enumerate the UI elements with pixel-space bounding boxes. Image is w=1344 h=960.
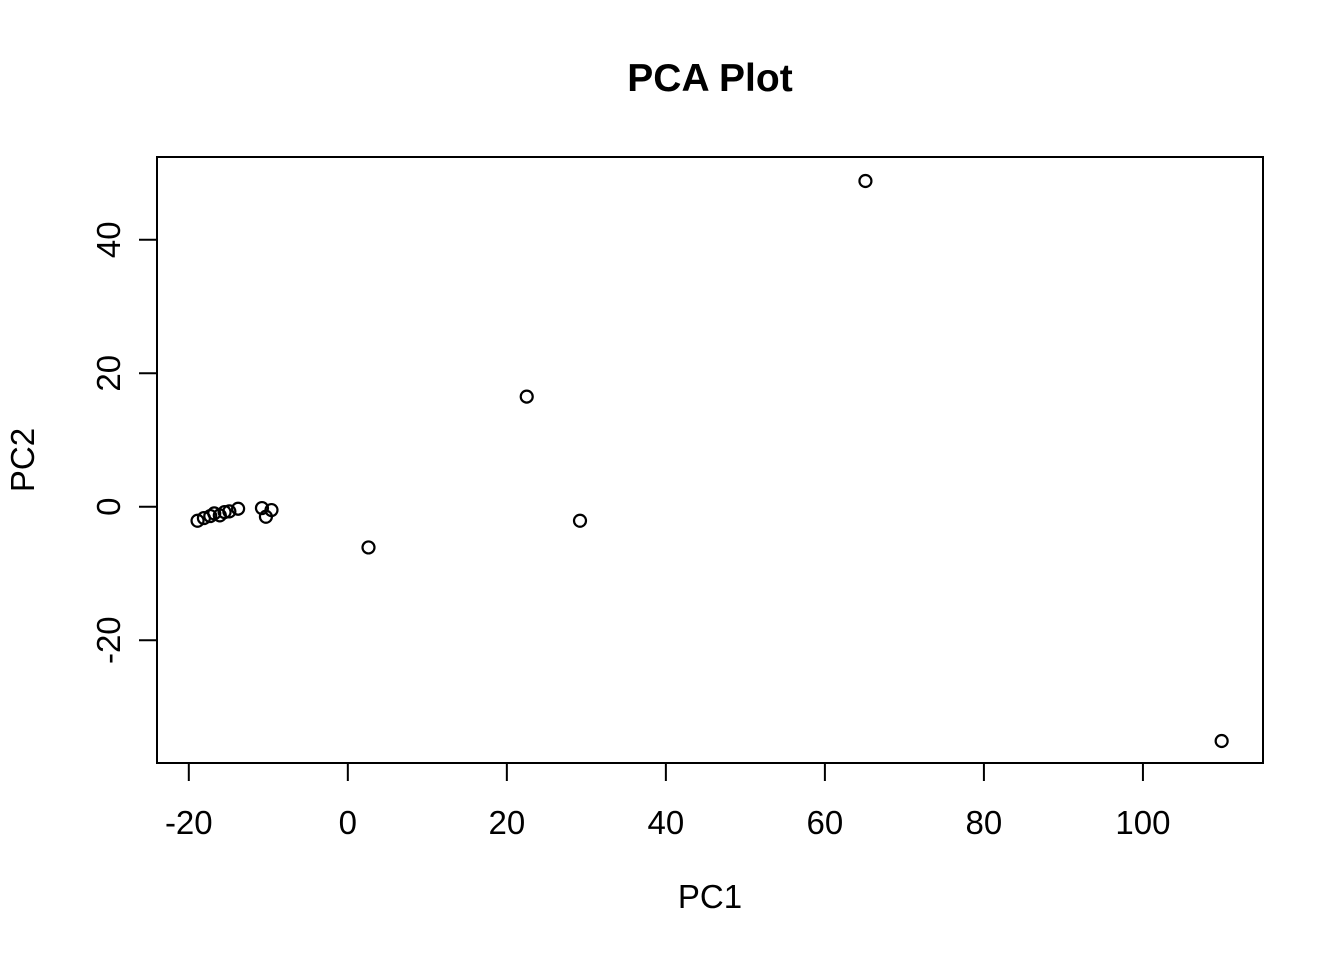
x-tick-label: 40	[648, 804, 685, 841]
y-axis-label: PC2	[4, 428, 41, 492]
data-point	[222, 504, 237, 519]
x-tick-label: 20	[488, 804, 525, 841]
y-tick-label: 20	[90, 355, 127, 392]
x-tick-label: 100	[1115, 804, 1170, 841]
data-point	[231, 501, 246, 516]
y-tick-label: -20	[90, 616, 127, 664]
y-tick-label: 0	[90, 498, 127, 516]
x-tick-label: 80	[966, 804, 1003, 841]
data-point	[572, 513, 588, 528]
x-axis-label: PC1	[678, 878, 742, 915]
data-point	[361, 540, 376, 555]
data-point	[858, 173, 873, 189]
x-axis: -20 0 20 40 60 80 100	[165, 763, 1170, 841]
y-tick-label: 40	[90, 221, 127, 258]
data-point	[258, 509, 274, 524]
plot-box	[156, 156, 1264, 764]
y-axis: -20 0 20 40	[90, 221, 157, 664]
data-point	[519, 389, 534, 404]
data-point	[217, 504, 232, 520]
chart-title: PCA Plot	[627, 57, 792, 100]
x-tick-label: -20	[165, 804, 213, 841]
data-point	[1214, 733, 1229, 749]
plot-box-group	[156, 156, 1264, 764]
x-tick-label: 0	[339, 804, 357, 841]
data-points-group	[190, 173, 1229, 749]
data-point	[190, 513, 205, 528]
data-point	[254, 500, 270, 516]
x-tick-label: 60	[807, 804, 844, 841]
